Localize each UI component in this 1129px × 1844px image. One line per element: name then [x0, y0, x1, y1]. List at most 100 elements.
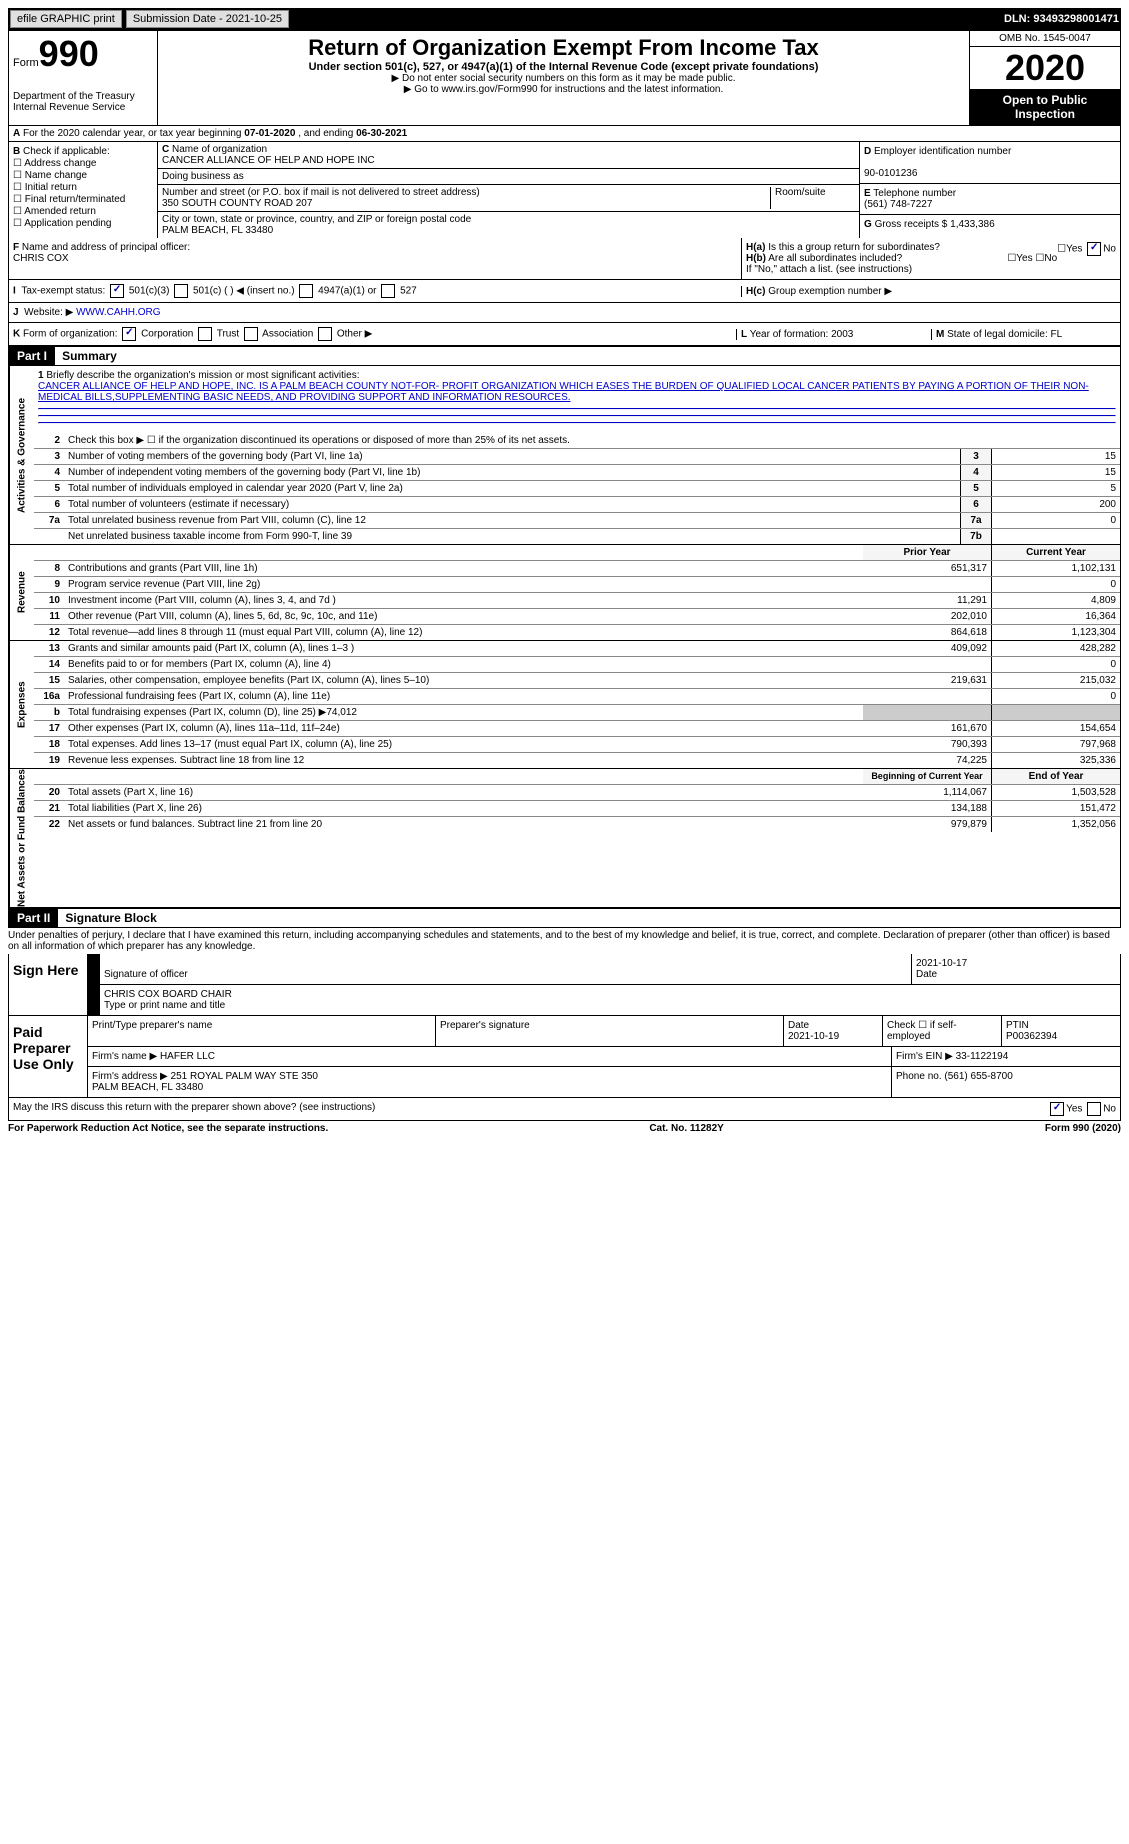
discuss-no[interactable]	[1087, 1102, 1101, 1116]
rev-section: Revenue Prior YearCurrent Year 8Contribu…	[8, 545, 1121, 641]
gross-receipts: 1,433,386	[950, 219, 995, 230]
side-net: Net Assets or Fund Balances	[9, 769, 34, 907]
self-emp[interactable]: Check ☐ if self-employed	[887, 1020, 957, 1042]
period-start: 07-01-2020	[244, 128, 295, 139]
p14	[863, 657, 992, 672]
website-link[interactable]: WWW.CAHH.ORG	[76, 307, 160, 318]
val-7b	[992, 529, 1120, 544]
c20: 1,503,528	[992, 785, 1120, 800]
form-prefix: Form	[13, 57, 39, 69]
subtitle: Under section 501(c), 527, or 4947(a)(1)…	[162, 61, 965, 73]
p13: 409,092	[863, 641, 992, 656]
line-4: Number of independent voting members of …	[64, 465, 960, 480]
line-13: Grants and similar amounts paid (Part IX…	[64, 641, 863, 656]
arrow-icon	[88, 985, 100, 1015]
tax-year: 2020	[970, 47, 1120, 89]
p16a	[863, 689, 992, 704]
discuss-row: May the IRS discuss this return with the…	[8, 1098, 1121, 1121]
dept-label: Department of the Treasury Internal Reve…	[13, 91, 153, 113]
discuss-yes[interactable]	[1050, 1102, 1064, 1116]
main-title: Return of Organization Exempt From Incom…	[162, 35, 965, 61]
chk-501c3[interactable]	[110, 284, 124, 298]
line-22: Net assets or fund balances. Subtract li…	[64, 817, 863, 832]
p22: 979,879	[863, 817, 992, 832]
city-row: City or town, state or province, country…	[158, 212, 859, 238]
phone: (561) 748-7227	[864, 199, 932, 210]
phone-cell: E Telephone number (561) 748-7227	[860, 184, 1120, 215]
chk-other[interactable]	[318, 327, 332, 341]
c11: 16,364	[992, 609, 1120, 624]
p12: 864,618	[863, 625, 992, 640]
year-formation: 2003	[831, 329, 853, 340]
chk-name[interactable]: ☐ Name change	[13, 170, 153, 181]
line-9: Program service revenue (Part VIII, line…	[64, 577, 863, 592]
submission-btn[interactable]: Submission Date - 2021-10-25	[126, 10, 289, 28]
arrow-icon	[88, 954, 100, 984]
form-header: Form990 Department of the Treasury Inter…	[8, 30, 1121, 126]
p19: 74,225	[863, 753, 992, 768]
c14: 0	[992, 657, 1120, 672]
firm-name: HAFER LLC	[160, 1051, 215, 1062]
preparer-sig-label: Preparer's signature	[440, 1020, 530, 1031]
part1-title: Summary	[62, 349, 117, 363]
line-21: Total liabilities (Part X, line 26)	[64, 801, 863, 816]
box-f: F Name and address of principal officer:…	[9, 238, 742, 279]
chk-initial[interactable]: ☐ Initial return	[13, 182, 153, 193]
city: PALM BEACH, FL 33480	[162, 225, 273, 236]
line-18: Total expenses. Add lines 13–17 (must eq…	[64, 737, 863, 752]
period-end: 06-30-2021	[356, 128, 407, 139]
chk-assoc[interactable]	[244, 327, 258, 341]
preparer-name-label: Print/Type preparer's name	[92, 1020, 212, 1031]
hdr-curr: Current Year	[992, 545, 1120, 560]
sign-here-section: Sign Here Signature of officer 2021-10-1…	[8, 954, 1121, 1016]
period-label: For the 2020 calendar year, or tax year …	[23, 128, 241, 139]
identity-grid: B Check if applicable: ☐ Address change …	[8, 142, 1121, 238]
footer: For Paperwork Reduction Act Notice, see …	[8, 1121, 1121, 1136]
p8: 651,317	[863, 561, 992, 576]
sign-here-label: Sign Here	[9, 954, 87, 1015]
c9: 0	[992, 577, 1120, 592]
firm-phone: (561) 655-8700	[944, 1071, 1012, 1082]
part2-title: Signature Block	[65, 911, 156, 925]
line-7b: Net unrelated business taxable income fr…	[64, 529, 960, 544]
org-name-row: C Name of organization CANCER ALLIANCE O…	[158, 142, 859, 169]
right-col: D Employer identification number 90-0101…	[859, 142, 1120, 238]
c22: 1,352,056	[992, 817, 1120, 832]
c16a: 0	[992, 689, 1120, 704]
chk-pending[interactable]: ☐ Application pending	[13, 218, 153, 229]
net-section: Net Assets or Fund Balances Beginning of…	[8, 769, 1121, 908]
sig-date: 2021-10-17	[916, 958, 967, 969]
line-11: Other revenue (Part VIII, column (A), li…	[64, 609, 863, 624]
side-expenses: Expenses	[9, 641, 34, 768]
line-16b: Total fundraising expenses (Part IX, col…	[64, 705, 863, 720]
line-3: Number of voting members of the governin…	[64, 449, 960, 464]
omb-number: OMB No. 1545-0047	[970, 31, 1120, 47]
discuss-q: May the IRS discuss this return with the…	[13, 1102, 1048, 1116]
line-7a: Total unrelated business revenue from Pa…	[64, 513, 960, 528]
chk-527[interactable]	[381, 284, 395, 298]
street-row: Number and street (or P.O. box if mail i…	[158, 185, 859, 212]
chk-final[interactable]: ☐ Final return/terminated	[13, 194, 153, 205]
box-h: H(a) Is this a group return for subordin…	[742, 238, 1120, 279]
dba-row: Doing business as	[158, 169, 859, 185]
val-6: 200	[992, 497, 1120, 512]
form-number-cell: Form990 Department of the Treasury Inter…	[9, 31, 158, 125]
ein-cell: D Employer identification number 90-0101…	[860, 142, 1120, 184]
street: 350 SOUTH COUNTY ROAD 207	[162, 198, 312, 209]
c17: 154,654	[992, 721, 1120, 736]
efile-btn[interactable]: efile GRAPHIC print	[10, 10, 122, 28]
chk-trust[interactable]	[198, 327, 212, 341]
line-19: Revenue less expenses. Subtract line 18 …	[64, 753, 863, 768]
chk-corp[interactable]	[122, 327, 136, 341]
chk-amended[interactable]: ☐ Amended return	[13, 206, 153, 217]
title-cell: Return of Organization Exempt From Incom…	[158, 31, 969, 125]
officer-name: CHRIS COX	[13, 253, 69, 264]
chk-501c[interactable]	[174, 284, 188, 298]
footer-right: Form 990 (2020)	[1045, 1123, 1121, 1134]
line-20: Total assets (Part X, line 16)	[64, 785, 863, 800]
chk-4947[interactable]	[299, 284, 313, 298]
chk-address[interactable]: ☐ Address change	[13, 158, 153, 169]
p9	[863, 577, 992, 592]
goto-link[interactable]: ▶ Go to www.irs.gov/Form990 for instruct…	[162, 84, 965, 95]
line-14: Benefits paid to or for members (Part IX…	[64, 657, 863, 672]
